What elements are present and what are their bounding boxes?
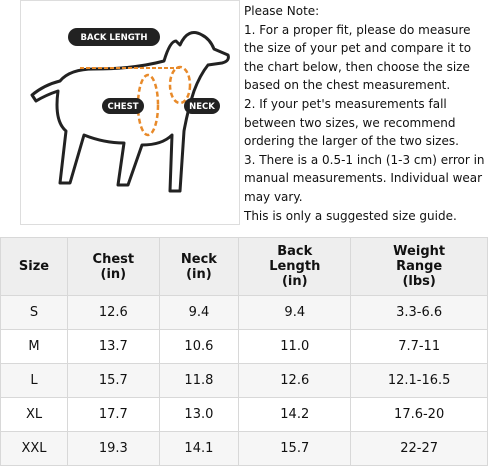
note-title: Please Note: bbox=[244, 4, 320, 18]
header-cell: Chest (in) bbox=[67, 237, 160, 296]
chest-pill bbox=[102, 98, 144, 114]
table-cell: 9.4 bbox=[158, 295, 240, 330]
chest-label: CHEST bbox=[107, 102, 138, 112]
neck-loop bbox=[168, 65, 192, 105]
table-cell: 13.7 bbox=[67, 329, 160, 364]
neck-label: NECK bbox=[189, 102, 215, 112]
table-row: M 13.7 10.6 11.0 7.7-11 bbox=[0, 329, 488, 364]
header-row: Size Chest (in) Neck (in) Back Length (in) W… bbox=[0, 237, 488, 296]
table-cell: 17.6-20 bbox=[350, 397, 488, 432]
table-row: XXL 19.3 14.1 15.7 22-27 bbox=[0, 431, 488, 466]
table-cell: 15.7 bbox=[238, 431, 352, 466]
table-row: S 12.6 9.4 9.4 3.3-6.6 bbox=[0, 295, 488, 330]
table-cell: 12.6 bbox=[238, 363, 352, 398]
table-cell: 11.0 bbox=[238, 329, 352, 364]
table-cell: 10.6 bbox=[158, 329, 240, 364]
table-cell: XXL bbox=[0, 431, 69, 466]
header-cell: Back Length (in) bbox=[238, 237, 352, 296]
note: Please Note: 1. For a proper fit, please… bbox=[244, 2, 488, 225]
table-cell: 12.1-16.5 bbox=[350, 363, 488, 398]
neck-pill bbox=[184, 98, 220, 114]
back-pill bbox=[68, 28, 160, 46]
table-cell: 15.7 bbox=[67, 363, 160, 398]
table-cell: 17.7 bbox=[67, 397, 160, 432]
header-cell: Neck (in) bbox=[158, 237, 240, 296]
table-cell: 7.7-11 bbox=[350, 329, 488, 364]
table-cell: 9.4 bbox=[238, 295, 352, 330]
table-cell: M bbox=[0, 329, 69, 364]
table-cell: XL bbox=[0, 397, 69, 432]
note-paragraph: 2. If your pet's measurements fall betwe… bbox=[244, 96, 459, 149]
table-cell: 19.3 bbox=[67, 431, 160, 466]
note-paragraph: 3. There is a 0.5-1 inch (1-3 cm) error … bbox=[244, 152, 485, 204]
table-row: L 15.7 11.8 12.6 12.1-16.5 bbox=[0, 363, 488, 398]
table-cell: L bbox=[0, 363, 69, 398]
table-cell: 13.0 bbox=[158, 397, 240, 432]
size-table: Size Chest (in) Neck (in) Back Length (in) W… bbox=[0, 237, 488, 466]
table-cell: 12.6 bbox=[67, 295, 160, 330]
note-paragraph: 1. For a proper fit, please do measure t… bbox=[244, 22, 472, 93]
table-cell: 22-27 bbox=[350, 431, 488, 466]
table-cell: S bbox=[0, 295, 69, 330]
header-cell: Size bbox=[0, 237, 69, 296]
dog-diagram: BACK LENGTH CHEST NECK bbox=[20, 0, 240, 225]
back-label: BACK LENGTH bbox=[81, 33, 148, 43]
table-cell: 11.8 bbox=[158, 363, 240, 398]
table-cell: 14.2 bbox=[238, 397, 352, 432]
note-paragraph: This is only a suggested size guide. bbox=[244, 208, 457, 223]
table-cell: 14.1 bbox=[158, 431, 240, 466]
table-cell: 3.3-6.6 bbox=[350, 295, 488, 330]
header-cell: Weight Range (lbs) bbox=[350, 237, 488, 296]
table-row: XL 17.7 13.0 14.2 17.6-20 bbox=[0, 397, 488, 432]
